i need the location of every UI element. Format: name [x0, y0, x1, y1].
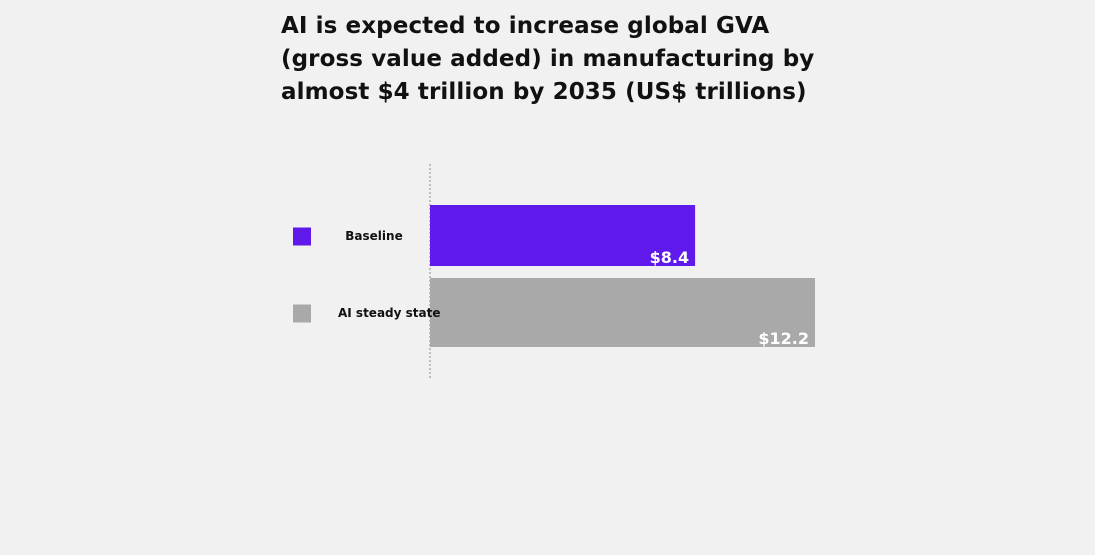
bar-baseline: [430, 205, 696, 266]
legend-swatch-ai-steady-state: [293, 304, 311, 323]
chart-title: AI is expected to increase global GVA (g…: [281, 13, 815, 105]
value-label-ai-steady-state: $12.2: [758, 329, 809, 348]
bars-group: Baseline $8.4 AI steady state $12.2: [293, 205, 815, 348]
category-label-baseline: Baseline: [345, 229, 402, 243]
category-label-ai-steady-state: AI steady state: [338, 306, 441, 320]
bar-ai-steady-state: [430, 278, 815, 347]
value-label-baseline: $8.4: [650, 248, 689, 267]
legend-swatch-baseline: [293, 227, 311, 246]
